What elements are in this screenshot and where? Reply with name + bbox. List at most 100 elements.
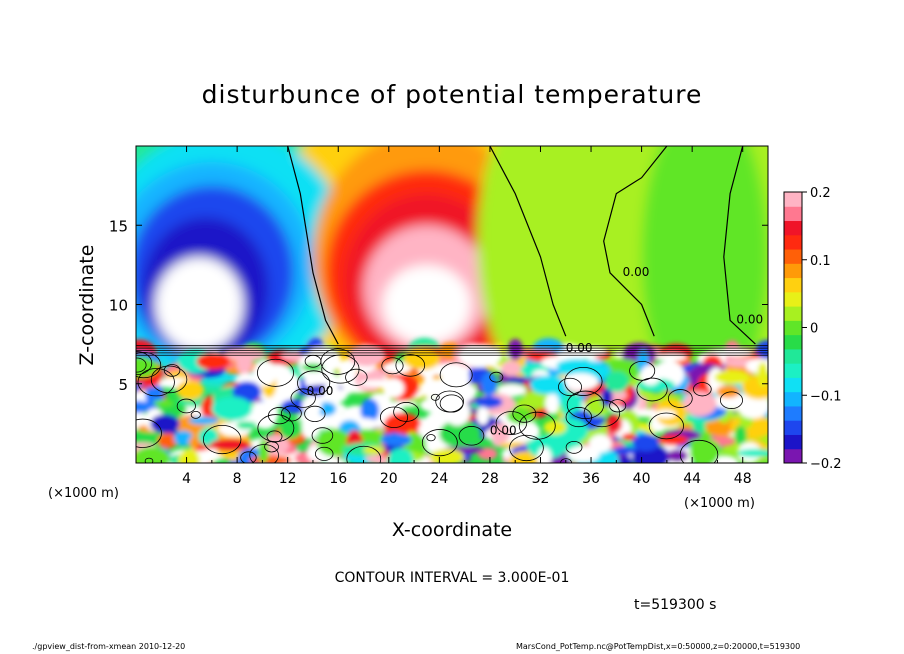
field-patch xyxy=(154,256,244,353)
contour-line xyxy=(426,434,436,442)
colorbar-swatch xyxy=(784,448,802,464)
contour-line xyxy=(163,364,181,377)
field-patch xyxy=(613,446,637,455)
field-patch xyxy=(432,363,470,378)
colorbar-swatch xyxy=(784,277,802,293)
contour-line xyxy=(430,393,440,401)
colorbar-swatch xyxy=(784,249,802,264)
contour-line xyxy=(304,405,326,423)
contour-line xyxy=(565,407,593,428)
x-tick-label: 20 xyxy=(380,471,398,487)
field-patch xyxy=(497,384,526,397)
field-patch xyxy=(382,361,413,375)
contour-line xyxy=(495,411,528,435)
colorbar-tick-label: 0 xyxy=(810,322,818,337)
field-patch xyxy=(236,421,257,430)
x-tick-label: 40 xyxy=(633,471,651,487)
colorbar-swatch xyxy=(784,363,802,378)
field-patch xyxy=(601,387,613,407)
contour-line xyxy=(240,451,257,463)
field-patch xyxy=(430,414,454,423)
field-patch xyxy=(507,338,523,361)
contour-line xyxy=(137,368,175,397)
field-patch xyxy=(516,397,537,409)
field-patch xyxy=(429,448,465,463)
field-patch xyxy=(380,433,412,447)
colorbar-swatch xyxy=(784,291,802,307)
contour-line xyxy=(202,424,242,455)
field-patch xyxy=(666,449,688,463)
contour-line xyxy=(176,398,196,414)
colorbar-swatch xyxy=(784,206,802,222)
contour-line xyxy=(190,410,201,419)
colorbar-tick-label: −0.2 xyxy=(810,457,842,472)
contour-line xyxy=(489,371,504,383)
field-patch xyxy=(604,371,630,393)
field-patch xyxy=(178,448,200,463)
field-patch xyxy=(363,446,384,455)
contour-line xyxy=(518,411,556,440)
x-tick-label: 12 xyxy=(279,471,297,487)
field-patch xyxy=(157,432,178,449)
field-patch xyxy=(236,352,253,374)
field-patch xyxy=(459,343,502,368)
contour-line xyxy=(257,358,294,387)
field-patch xyxy=(570,346,608,356)
field-patch xyxy=(682,391,717,417)
field-patch xyxy=(621,433,637,441)
contour-label: 0.00 xyxy=(623,265,650,279)
field-patch xyxy=(297,413,317,422)
field-patch xyxy=(382,378,405,398)
x-tick-label: 32 xyxy=(532,471,550,487)
contour-line xyxy=(564,366,603,396)
field-patch xyxy=(562,373,599,391)
x-tick-label: 8 xyxy=(233,471,242,487)
field-patch xyxy=(567,445,600,463)
x-tick-label: 36 xyxy=(582,471,600,487)
contour-line xyxy=(311,427,334,444)
contour-line xyxy=(609,399,627,413)
contour-label: 0.00 xyxy=(736,313,763,327)
field-patch xyxy=(252,360,277,387)
field-patch xyxy=(136,446,171,463)
contour-line xyxy=(512,404,537,423)
field-patch xyxy=(189,436,200,449)
field-patch xyxy=(755,340,768,360)
field-patch xyxy=(619,455,633,463)
field-patch xyxy=(632,433,660,452)
contour-line xyxy=(458,426,485,446)
field-patch xyxy=(439,381,477,402)
contour-line xyxy=(345,368,368,386)
field-patch xyxy=(476,406,489,426)
field-patch xyxy=(545,392,559,415)
field-patch xyxy=(360,398,380,423)
contour-label: 0.00 xyxy=(307,384,334,398)
contour-interval: CONTOUR INTERVAL = 3.000E-01 xyxy=(335,570,570,586)
y-tick-label: 15 xyxy=(109,217,128,235)
contour-line xyxy=(439,362,473,388)
field-patch xyxy=(527,435,567,459)
field-patch xyxy=(382,264,471,345)
contour-line xyxy=(558,377,582,397)
field-patch xyxy=(316,401,337,416)
contour-line xyxy=(249,444,279,463)
field-patch xyxy=(323,383,341,399)
colorbar-swatch xyxy=(784,348,802,364)
field-patch xyxy=(734,425,747,445)
contour-line xyxy=(421,429,458,457)
plot-area: 0.00 0.00 0.00 0.00 0.00 xyxy=(136,146,768,463)
field-patch xyxy=(477,146,629,400)
x-unit-left: (×1000 m) xyxy=(48,486,119,501)
contour-line xyxy=(393,402,420,422)
colorbar-swatch xyxy=(784,220,802,236)
contour-line xyxy=(509,434,544,462)
y-axis-label: Z-coordinate xyxy=(76,245,98,366)
colorbar-swatch xyxy=(784,263,802,279)
contour-line xyxy=(719,391,743,409)
colorbar-swatch xyxy=(784,192,802,207)
field-patch xyxy=(529,375,567,395)
field-patch xyxy=(173,430,194,447)
colorbar-swatch xyxy=(784,234,802,250)
colorbar-tick-label: 0.2 xyxy=(810,186,831,201)
contour-line xyxy=(439,394,464,413)
